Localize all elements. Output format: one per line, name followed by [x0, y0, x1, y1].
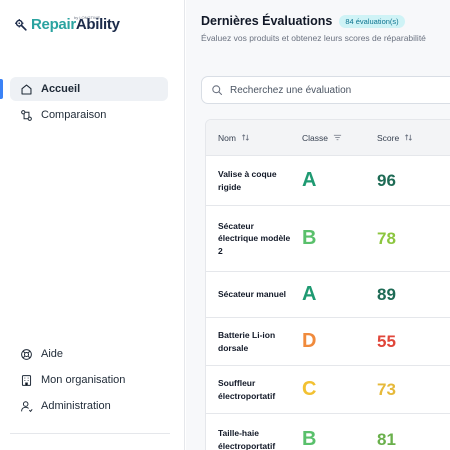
grade-letter: B	[302, 428, 317, 450]
nav-label: Administration	[41, 400, 111, 412]
product-name: Valise à coque rigide	[218, 169, 277, 192]
evaluations-table: Nom Classe Score Valise à coque rigide A…	[205, 119, 450, 450]
column-header-nom[interactable]: Nom	[206, 133, 302, 143]
product-name: Batterie Li-ion dorsale	[218, 330, 276, 353]
brand-logo[interactable]: RepairAbility	[14, 16, 120, 33]
secondary-nav: Aide Mon organisation Administration	[10, 342, 168, 420]
grade-letter: D	[302, 330, 317, 352]
grade-letter: B	[302, 227, 317, 249]
page-title: Dernières Évaluations	[201, 14, 333, 28]
product-name: Sécateur électrique modèle 2	[218, 221, 291, 256]
score-value: 73	[377, 379, 396, 399]
product-name: Sécateur manuel	[218, 289, 287, 300]
home-icon	[21, 84, 32, 94]
user-icon	[21, 400, 33, 412]
page-subtitle: Évaluez vos produits et obtenez leurs sc…	[201, 33, 426, 43]
grade-letter: A	[302, 169, 317, 191]
table-row[interactable]: Sécateur électrique modèle 2 B 78	[206, 206, 450, 272]
nav-item-administration[interactable]: Administration	[10, 394, 168, 418]
nav-item-comparaison[interactable]: Comparaison	[10, 103, 168, 127]
nav-label: Aide	[41, 348, 64, 360]
score-value: 96	[377, 170, 396, 190]
sort-icon	[405, 134, 413, 141]
nav-label: Mon organisation	[41, 374, 126, 386]
brand-subtitle: by LONGTIME	[74, 15, 101, 20]
sidebar: RepairAbility by LONGTIME Accueil Compar…	[0, 0, 185, 450]
table-row[interactable]: Valise à coque rigide A 96	[206, 156, 450, 206]
main-content: Dernières Évaluations 84 évaluation(s) É…	[186, 0, 450, 450]
score-value: 89	[377, 284, 396, 304]
table-row[interactable]: Sécateur manuel A 89	[206, 272, 450, 318]
search-input[interactable]	[230, 84, 430, 96]
compare-icon	[21, 109, 32, 121]
table-row[interactable]: Taille-haie électroportatif B 81	[206, 414, 450, 450]
nav-item-accueil[interactable]: Accueil	[10, 77, 168, 101]
sidebar-divider	[10, 433, 170, 434]
building-icon	[21, 374, 32, 386]
page-header: Dernières Évaluations 84 évaluation(s) É…	[201, 14, 450, 43]
table-header: Nom Classe Score	[206, 120, 450, 156]
wrench-gear-icon	[14, 18, 28, 32]
nav-item-aide[interactable]: Aide	[10, 342, 168, 366]
nav-label: Accueil	[41, 83, 81, 95]
product-name: Souffleur électroportatif	[218, 378, 276, 401]
help-icon	[21, 348, 32, 360]
table-row[interactable]: Souffleur électroportatif C 73	[206, 366, 450, 414]
sort-icon	[242, 134, 249, 141]
score-value: 78	[377, 228, 396, 248]
nav-label: Comparaison	[41, 109, 107, 121]
brand-name: RepairAbility	[31, 16, 120, 33]
column-header-classe[interactable]: Classe	[302, 133, 377, 143]
filter-icon	[333, 134, 342, 141]
grade-letter: C	[302, 378, 317, 400]
column-header-score[interactable]: Score	[377, 133, 450, 143]
primary-nav: Accueil Comparaison	[10, 77, 168, 129]
search-box[interactable]	[201, 76, 450, 104]
nav-item-mon-organisation[interactable]: Mon organisation	[10, 368, 168, 392]
active-nav-marker	[0, 79, 3, 99]
product-name: Taille-haie électroportatif	[218, 428, 276, 450]
table-row[interactable]: Batterie Li-ion dorsale D 55	[206, 318, 450, 366]
score-value: 81	[377, 429, 396, 449]
score-value: 55	[377, 331, 396, 351]
evaluation-count-badge: 84 évaluation(s)	[339, 14, 405, 28]
search-icon	[212, 85, 223, 96]
grade-letter: A	[302, 283, 317, 305]
